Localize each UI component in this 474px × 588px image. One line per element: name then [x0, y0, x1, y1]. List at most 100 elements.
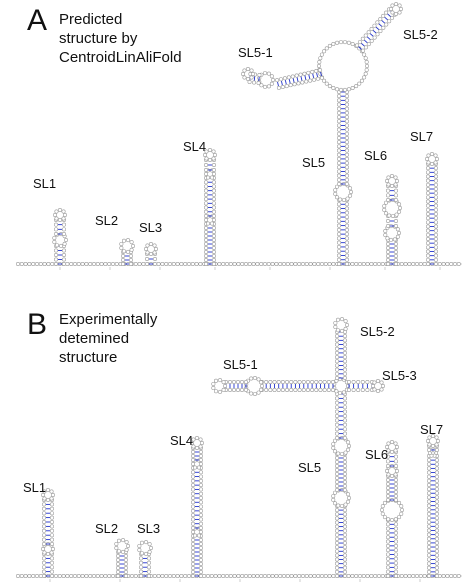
nucleotide — [326, 380, 331, 385]
nucleotide — [365, 388, 370, 393]
nucleotide — [289, 380, 294, 385]
nucleotide — [344, 249, 349, 254]
nucleotide — [263, 71, 268, 76]
nucleotide — [386, 182, 391, 187]
nucleotide — [41, 556, 46, 561]
nucleotide — [351, 380, 356, 385]
nucleotide — [49, 489, 54, 494]
nucleotide — [433, 216, 438, 221]
nucleotide — [411, 261, 416, 266]
nucleotide — [336, 148, 341, 153]
nucleotide — [327, 573, 332, 578]
nucleotide — [34, 573, 39, 578]
nucleotide — [336, 161, 341, 166]
stem-helix — [53, 244, 66, 266]
nucleotide — [240, 573, 245, 578]
nucleotide — [281, 573, 286, 578]
nucleotide — [345, 196, 350, 201]
base-pair — [319, 71, 323, 77]
nucleotide — [316, 573, 321, 578]
nucleotide — [45, 498, 50, 503]
nucleotide — [331, 494, 336, 499]
stem-loop-sl4 — [203, 148, 218, 266]
nucleotide — [342, 367, 347, 372]
nucleotide — [126, 544, 131, 549]
nucleotide — [137, 548, 142, 553]
nucleotide — [344, 94, 349, 99]
nucleotide — [342, 396, 347, 401]
nucleotide — [386, 472, 391, 477]
nucleotide — [344, 110, 349, 115]
nucleotide — [119, 241, 124, 246]
nucleotide — [393, 498, 398, 503]
nucleotide — [213, 153, 218, 158]
nucleotide — [357, 40, 362, 45]
nucleotide — [343, 326, 348, 331]
nucleotide — [49, 556, 54, 561]
nucleotide — [445, 573, 450, 578]
nucleotide — [335, 195, 340, 200]
nucleotide — [80, 261, 85, 266]
nucleotide — [336, 249, 341, 254]
nucleotide — [54, 243, 59, 248]
nucleotide — [318, 68, 323, 73]
nucleotide — [344, 173, 349, 178]
nucleotide — [84, 573, 89, 578]
nucleotide — [434, 478, 439, 483]
nucleotide — [379, 380, 384, 385]
hairpin-loop — [190, 436, 205, 451]
nucleotide — [342, 436, 347, 441]
nucleotide — [344, 161, 349, 166]
nucleotide — [210, 221, 215, 226]
nucleotide — [331, 261, 336, 266]
nucleotide — [323, 573, 328, 578]
nucleotide — [393, 188, 398, 193]
nucleotide — [393, 530, 398, 535]
nucleotide — [385, 193, 390, 198]
nucleotide — [372, 23, 377, 28]
nucleotide — [334, 536, 339, 541]
nucleotide — [50, 493, 55, 498]
internal-loop — [383, 224, 401, 242]
nucleotide — [164, 573, 169, 578]
nucleotide — [344, 102, 349, 107]
nucleotide — [99, 573, 104, 578]
nucleotide — [41, 524, 46, 529]
nucleotide — [342, 476, 347, 481]
nucleotide — [385, 556, 390, 561]
nucleotide — [383, 232, 388, 237]
nucleotide — [191, 496, 196, 501]
nucleotide — [61, 248, 66, 253]
stem-loop-sl5 — [211, 317, 385, 578]
nucleotide — [433, 232, 438, 237]
nucleotide — [65, 573, 70, 578]
nucleotide — [41, 569, 46, 574]
nucleotide — [398, 7, 403, 12]
nucleotide — [425, 187, 430, 192]
nucleotide — [334, 528, 339, 533]
nucleotide — [403, 261, 408, 266]
nucleotide — [200, 441, 205, 446]
nucleotide — [297, 380, 302, 385]
nucleotide — [61, 232, 66, 237]
nucleotide — [129, 254, 134, 259]
nucleotide — [289, 573, 294, 578]
nucleotide — [193, 465, 198, 470]
nucleotide — [139, 560, 144, 565]
nucleotide — [246, 77, 251, 82]
nucleotide — [199, 508, 204, 513]
nucleotide — [350, 85, 355, 90]
nucleotide — [49, 573, 54, 578]
nucleotide — [334, 565, 339, 570]
nucleotide — [339, 503, 344, 508]
stem-helix — [204, 222, 217, 266]
nucleotide — [433, 249, 438, 254]
nucleotide — [111, 573, 116, 578]
nucleotide — [262, 573, 267, 578]
nucleotide — [242, 68, 247, 73]
nucleotide — [212, 254, 217, 259]
stem-helix — [204, 176, 217, 219]
nucleotide — [336, 110, 341, 115]
nucleotide — [124, 553, 129, 558]
nucleotide — [434, 528, 439, 533]
